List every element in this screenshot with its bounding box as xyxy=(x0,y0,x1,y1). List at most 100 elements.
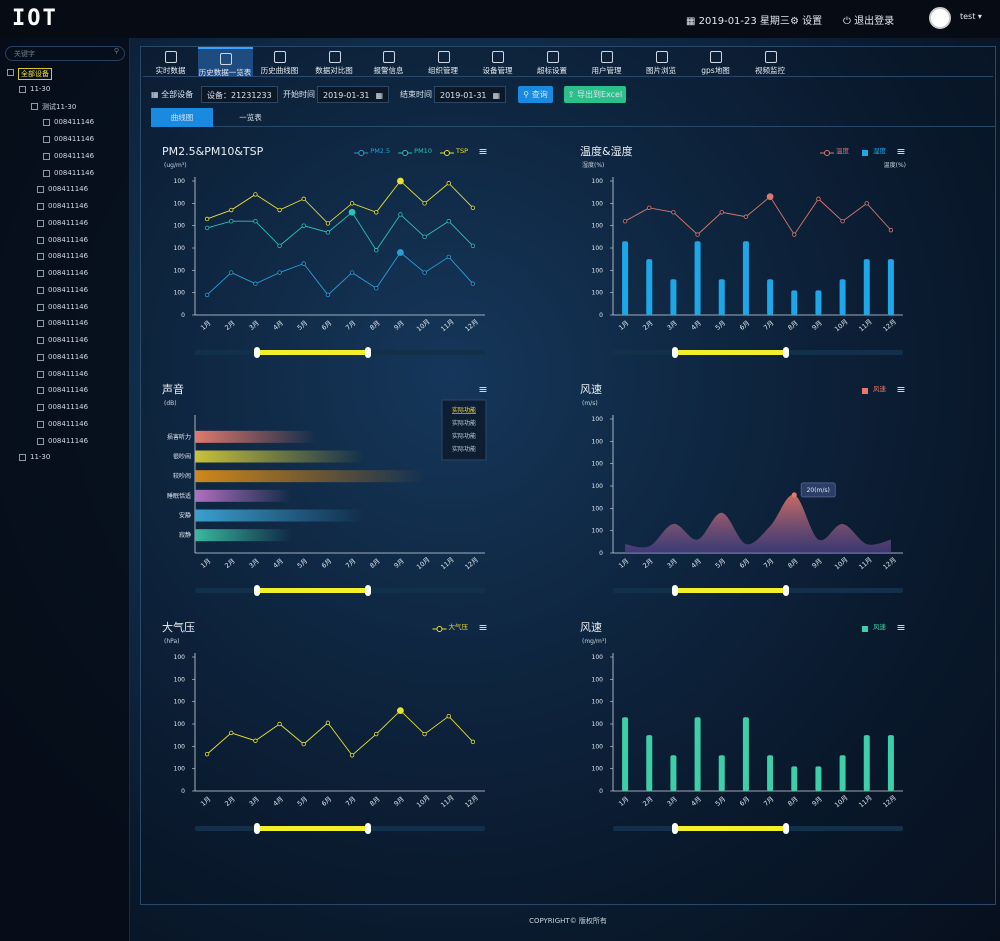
menu-item[interactable]: 实际功能 xyxy=(452,419,476,427)
slider-handle[interactable] xyxy=(254,347,260,358)
logout-text[interactable]: 退出登录 xyxy=(854,16,895,27)
tab[interactable]: 组织管理 xyxy=(416,47,471,77)
menu-icon[interactable]: ≡ xyxy=(478,621,487,634)
menu-item[interactable]: 实际功能 xyxy=(452,432,476,440)
slider-range[interactable] xyxy=(676,588,786,593)
tab[interactable]: 超标设置 xyxy=(525,47,580,77)
slider-range[interactable] xyxy=(676,826,786,831)
device-box[interactable]: 设备：21231233 xyxy=(201,86,278,103)
tree-node[interactable]: 008411146 xyxy=(48,336,89,344)
legend-label[interactable]: 温度 xyxy=(836,146,850,155)
tree-node[interactable]: 008411146 xyxy=(54,118,95,127)
legend-label[interactable]: 大气压 xyxy=(449,622,469,631)
tree-node[interactable]: 008411146 xyxy=(48,352,89,361)
tree-node[interactable]: 008411146 xyxy=(48,386,89,395)
tree-node[interactable]: 008411146 xyxy=(48,302,89,311)
tree-node[interactable]: 008411146 xyxy=(48,185,89,194)
end-input[interactable]: 2019-01-31 ▦ xyxy=(434,86,506,103)
slider-handle[interactable] xyxy=(254,823,260,834)
tree-node[interactable]: 008411146 xyxy=(48,319,89,328)
tab[interactable]: 图片浏览 xyxy=(634,47,689,77)
all-devices[interactable]: ▦ 全部设备 xyxy=(151,90,194,99)
tree-node[interactable]: 008411146 xyxy=(48,403,89,411)
subtab[interactable]: 曲线图 xyxy=(151,108,213,127)
tree-node[interactable]: 008411146 xyxy=(54,168,95,177)
bar xyxy=(195,489,292,502)
slider-range[interactable] xyxy=(258,350,368,355)
logout[interactable]: ⏻ 退出登录 xyxy=(843,16,895,27)
slider-handle[interactable] xyxy=(672,585,678,596)
tree-node[interactable]: 008411146 xyxy=(48,419,89,428)
bar xyxy=(791,290,798,315)
legend-label[interactable]: 风速 xyxy=(873,385,887,393)
subtab[interactable]: 一览表 xyxy=(239,113,262,122)
tree-node[interactable]: 008411146 xyxy=(48,285,89,294)
export-button[interactable]: ⇪ 导出到Excel xyxy=(564,86,626,103)
bar xyxy=(815,766,822,791)
tree-node[interactable]: 008411146 xyxy=(48,436,89,445)
slider-handle[interactable] xyxy=(783,347,789,358)
menu-item[interactable]: 实际功能 xyxy=(452,445,476,453)
menu-icon[interactable]: ≡ xyxy=(896,383,905,396)
tab[interactable]: 用户管理 xyxy=(579,47,634,77)
slider-handle[interactable] xyxy=(783,585,789,596)
search-input[interactable]: 关键字 ⚲ xyxy=(5,46,125,61)
slider-range[interactable] xyxy=(258,826,368,831)
user-name[interactable]: test xyxy=(960,12,976,21)
slider-range[interactable] xyxy=(676,350,786,355)
slider-handle[interactable] xyxy=(672,347,678,358)
menu-icon[interactable]: ≡ xyxy=(478,145,487,158)
tree-node[interactable]: 11-30 xyxy=(30,84,51,93)
start-date[interactable]: 2019-01-31 xyxy=(323,91,370,100)
menu-icon[interactable]: ≡ xyxy=(896,621,905,634)
tree-node[interactable]: 全部设备 xyxy=(18,68,52,80)
tree-node[interactable]: 008411146 xyxy=(54,151,95,160)
tab[interactable]: 历史数据一览表 xyxy=(197,47,253,77)
slider-handle[interactable] xyxy=(365,823,371,834)
menu-icon[interactable]: ≡ xyxy=(896,145,905,158)
end-date[interactable]: 2019-01-31 xyxy=(440,91,487,100)
slider-handle[interactable] xyxy=(365,347,371,358)
tree-node[interactable]: 008411146 xyxy=(48,269,89,277)
menu-icon[interactable]: ≡ xyxy=(478,383,487,396)
user[interactable]: test ▾ xyxy=(960,12,982,21)
tree-node[interactable]: 008411146 xyxy=(48,218,89,227)
tab[interactable]: 历史曲线图 xyxy=(252,47,307,77)
tree-node[interactable]: 测试11-30 xyxy=(42,102,77,111)
tree-node[interactable]: 008411146 xyxy=(48,252,89,261)
legend-label[interactable]: PM10 xyxy=(414,147,432,155)
all-devices-text[interactable]: 全部设备 xyxy=(161,90,194,99)
data-point xyxy=(301,223,306,228)
slider-handle[interactable] xyxy=(783,823,789,834)
menu-item[interactable]: 实际功能 xyxy=(452,406,476,414)
tab[interactable]: 视频监控 xyxy=(743,47,798,77)
tab[interactable]: 设备管理 xyxy=(470,47,525,77)
legend-label[interactable]: 风速 xyxy=(873,623,887,631)
legend-label[interactable]: PM2.5 xyxy=(370,147,390,155)
settings[interactable]: ⚙ 设置 xyxy=(790,16,823,27)
tree-node[interactable]: 008411146 xyxy=(48,369,89,378)
tree-node[interactable]: 008411146 xyxy=(48,235,89,244)
legend-label[interactable]: TSP xyxy=(455,147,468,155)
export-text[interactable]: 导出到Excel xyxy=(577,90,623,99)
tree-node[interactable]: 11-30 xyxy=(30,453,51,462)
tree-node[interactable]: 008411146 xyxy=(48,202,89,210)
tab[interactable]: 数据对比图 xyxy=(307,47,362,77)
start-input[interactable]: 2019-01-31 ▦ xyxy=(317,86,389,103)
query-text[interactable]: 查询 xyxy=(531,90,548,99)
tree-node[interactable]: 008411146 xyxy=(54,135,95,143)
query-button[interactable]: ⚲ 查询 xyxy=(518,86,553,103)
tab[interactable]: 实时数据 xyxy=(143,47,198,77)
slider-handle[interactable] xyxy=(672,823,678,834)
slider-handle[interactable] xyxy=(254,585,260,596)
y2-axis-label: 温度(%) xyxy=(884,161,906,169)
legend-label[interactable]: 湿度 xyxy=(873,146,887,155)
legend-swatch xyxy=(436,626,443,632)
tab[interactable]: gps地图 xyxy=(688,47,743,77)
slider-handle[interactable] xyxy=(365,585,371,596)
slider-range[interactable] xyxy=(258,588,368,593)
avatar[interactable] xyxy=(929,7,951,29)
tab[interactable]: 报警信息 xyxy=(361,47,416,77)
settings-text[interactable]: 设置 xyxy=(802,16,823,27)
x-tick-label: 1月 xyxy=(617,557,630,570)
